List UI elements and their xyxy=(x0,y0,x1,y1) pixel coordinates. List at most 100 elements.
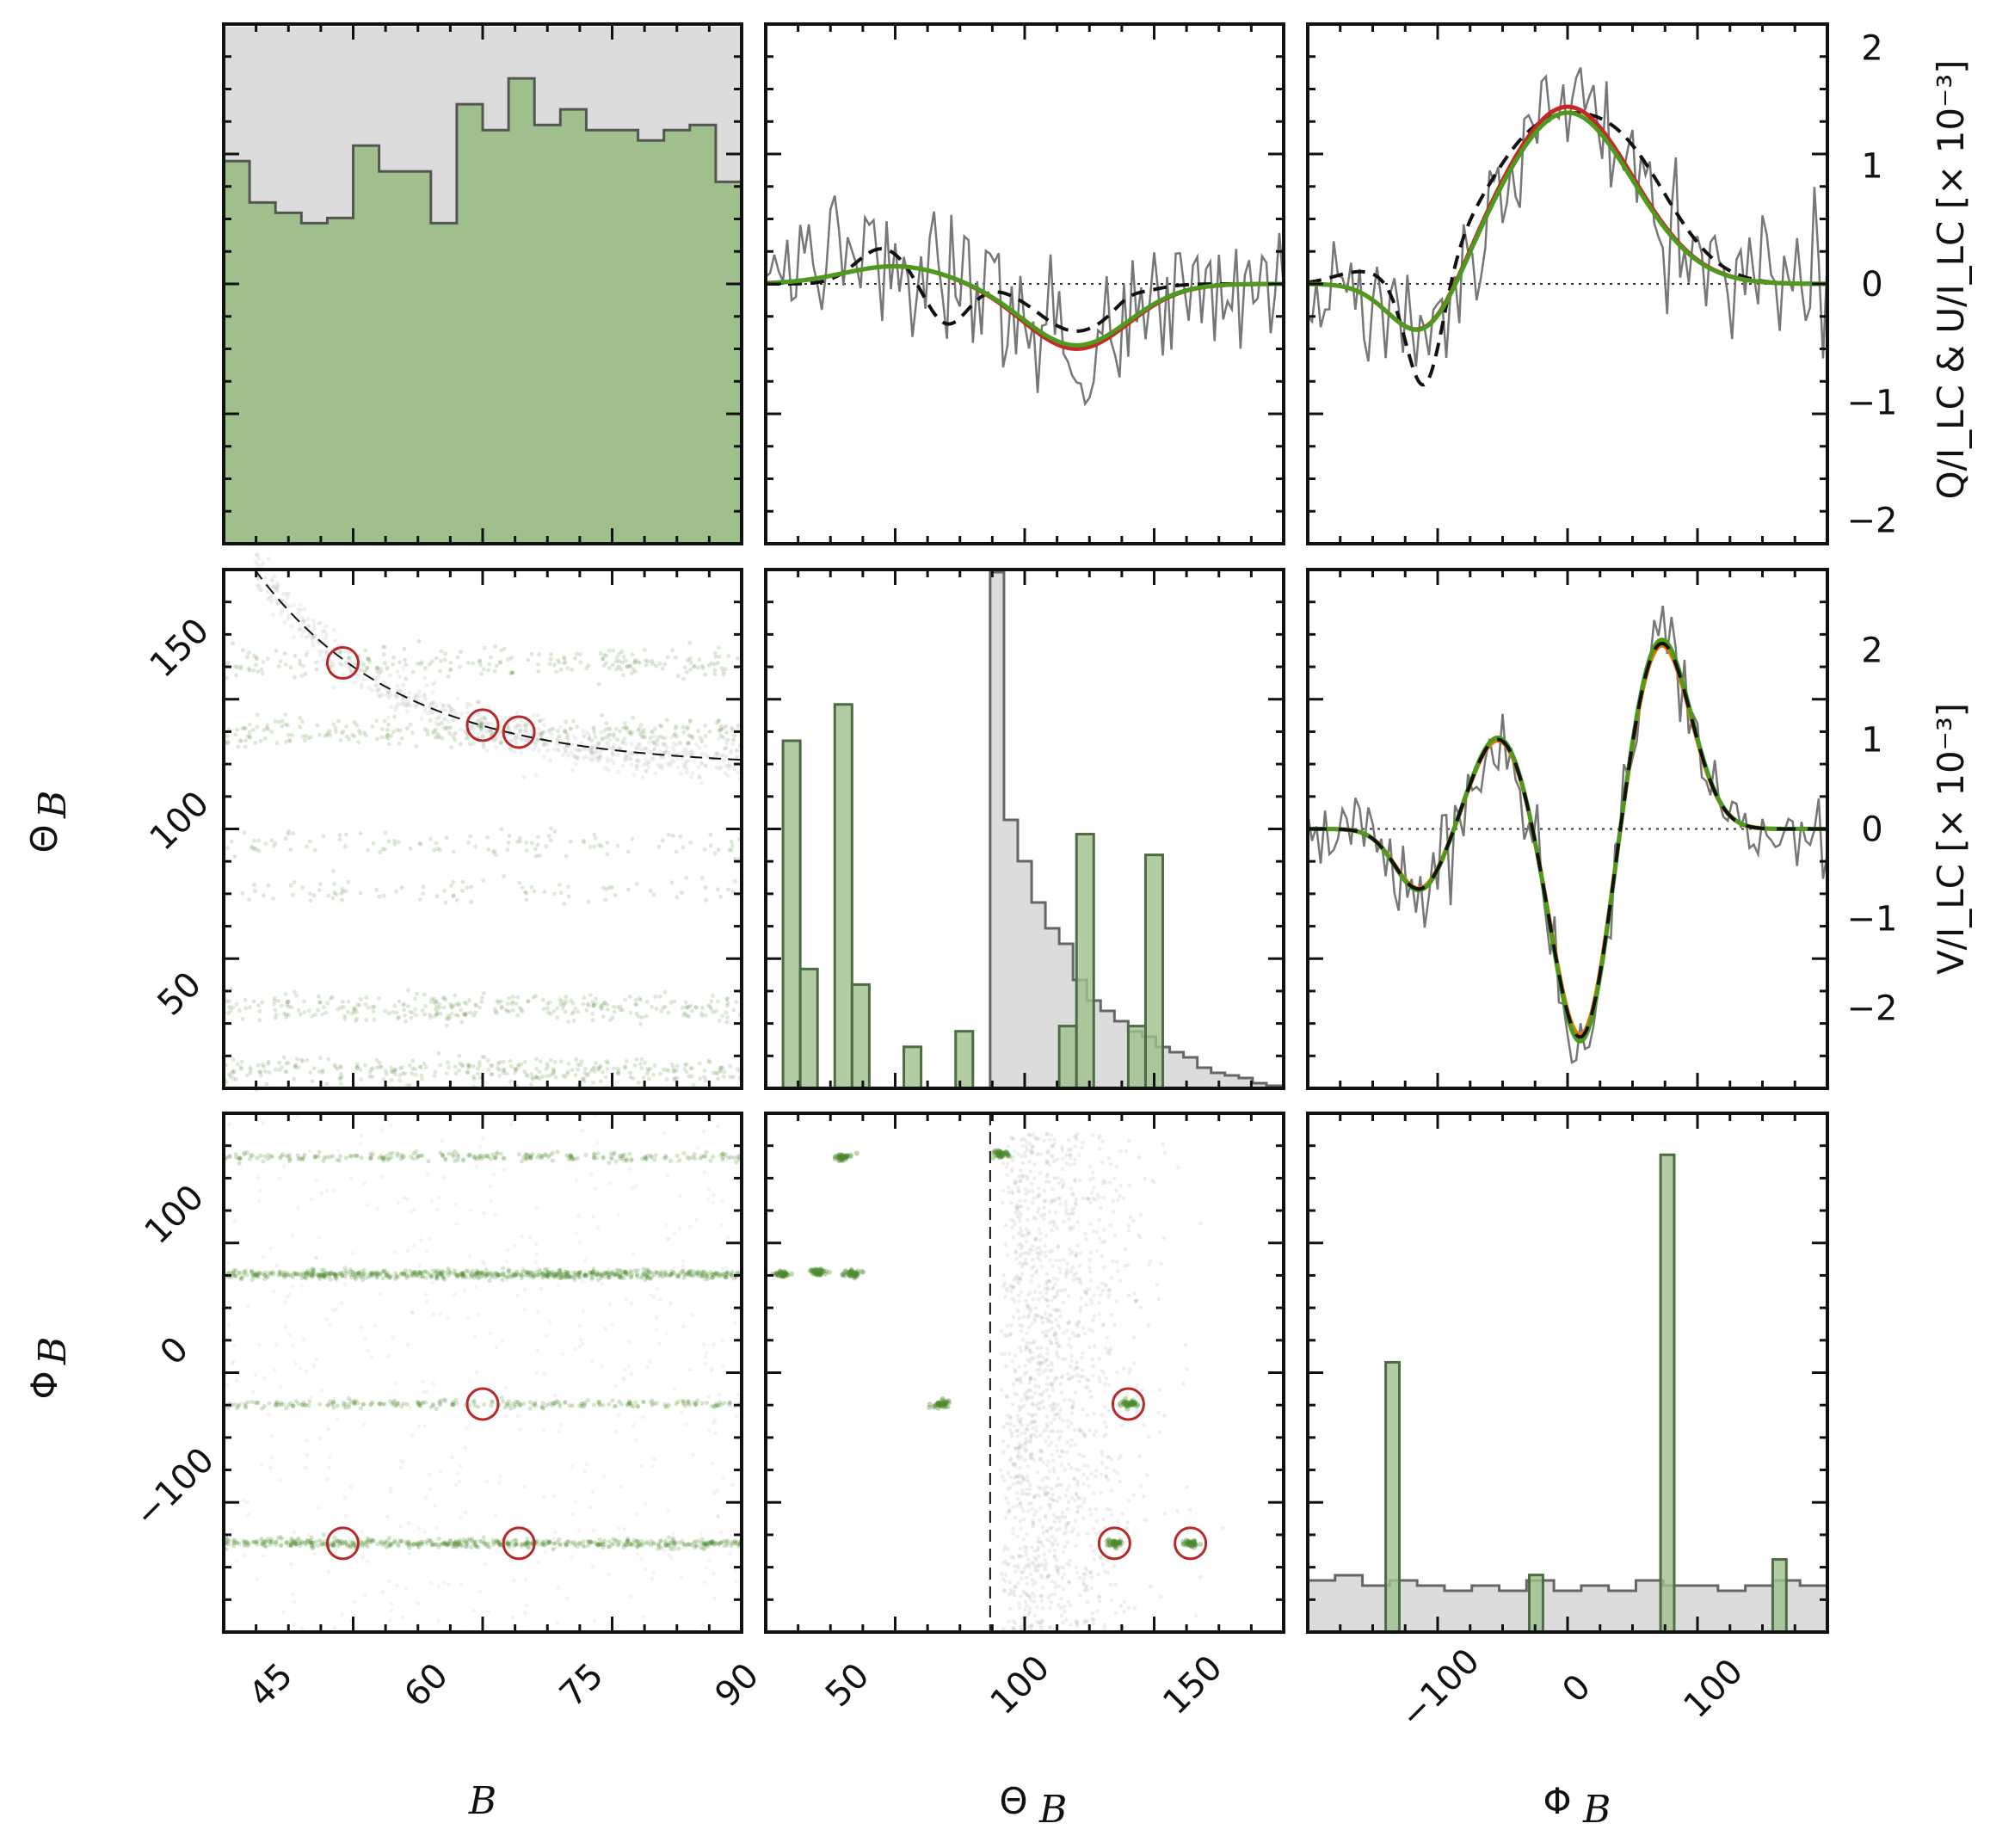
scatter-point-gray xyxy=(283,1325,287,1329)
scatter-point-green xyxy=(482,645,487,650)
scatter-point-green xyxy=(330,1543,336,1548)
scatter-point-green xyxy=(449,1011,454,1016)
scatter-point-green xyxy=(595,1272,600,1277)
scatter-point-green xyxy=(413,1066,418,1071)
scatter-point-gray xyxy=(635,759,640,764)
scatter-point-gray xyxy=(595,756,601,761)
scatter-point-gray xyxy=(613,1430,619,1434)
scatter-point-gray xyxy=(393,707,398,712)
scatter-point-green xyxy=(729,847,734,853)
scatter-point-gray xyxy=(259,564,264,569)
scatter-point-gray xyxy=(305,650,311,655)
scatter-point-green xyxy=(565,1069,570,1075)
scatter-point-green xyxy=(605,1002,610,1007)
scatter-point-green xyxy=(348,1544,353,1549)
scatter-point-gray xyxy=(1014,1392,1020,1397)
scatter-point-green xyxy=(416,1401,422,1406)
scatter-point-gray xyxy=(1034,1509,1038,1514)
scatter-point-green xyxy=(477,1005,483,1010)
scatter-point-gray xyxy=(627,755,632,761)
scatter-point-green xyxy=(592,730,597,735)
scatter-point-gray xyxy=(588,748,594,753)
scatter-point-gray xyxy=(1055,1449,1060,1453)
scatter-point-green xyxy=(367,1271,373,1276)
scatter-point-green xyxy=(716,660,721,665)
scatter-point-gray xyxy=(1073,1498,1077,1503)
scatter-point-gray xyxy=(592,1618,597,1623)
scatter-point-green xyxy=(674,849,679,854)
scatter-point-green xyxy=(410,669,416,675)
scatter-point-gray xyxy=(1030,1506,1035,1511)
scatter-point-gray xyxy=(551,1494,557,1499)
scatter-point-gray xyxy=(226,1323,231,1327)
scatter-point-gray xyxy=(416,1526,422,1531)
scatter-point-gray xyxy=(268,594,274,599)
scatter-point-green xyxy=(501,1155,507,1161)
scatter-point-gray xyxy=(323,624,329,629)
scatter-point-gray xyxy=(305,1452,310,1457)
scatter-point-gray xyxy=(1044,1414,1050,1419)
scatter-point-gray xyxy=(1094,1518,1100,1524)
scatter-point-gray xyxy=(441,703,446,708)
scatter-point-green xyxy=(391,655,397,660)
scatter-point-gray xyxy=(359,685,364,690)
scatter-point-green xyxy=(330,1400,336,1405)
scatter-point-gray xyxy=(498,1474,502,1478)
scatter-point-green xyxy=(624,1058,629,1063)
scatter-point-green xyxy=(600,712,605,718)
scatter-point-green xyxy=(247,734,252,739)
scatter-point-green xyxy=(530,1075,535,1081)
scatter-point-green xyxy=(404,676,409,681)
scatter-point-gray xyxy=(678,771,683,776)
scatter-point-green xyxy=(293,1063,299,1068)
scatter-point-green xyxy=(541,1007,546,1012)
scatter-point-green xyxy=(463,729,468,734)
scatter-point-gray xyxy=(272,1290,276,1294)
scatter-point-green xyxy=(354,1016,360,1021)
scatter-point-gray xyxy=(459,727,464,732)
scatter-point-gray xyxy=(1096,1285,1100,1290)
scatter-point-green xyxy=(553,1075,558,1080)
scatter-point-gray xyxy=(379,1127,385,1132)
scatter-point-gray xyxy=(508,1122,514,1126)
scatter-point-green xyxy=(370,1005,375,1010)
scatter-point-green xyxy=(454,897,459,902)
scatter-point-green xyxy=(364,995,369,1001)
scatter-point-gray xyxy=(588,751,594,756)
scatter-point-green xyxy=(600,1069,605,1075)
scatter-point-green xyxy=(574,1057,579,1063)
scatter-point-green xyxy=(405,1004,410,1009)
scatter-point-gray xyxy=(1077,1468,1081,1473)
scatter-point-gray xyxy=(1114,1164,1118,1169)
scatter-point-green xyxy=(514,1067,519,1072)
scatter-point-gray xyxy=(422,705,428,710)
scatter-point-green xyxy=(481,1154,486,1159)
scatter-point-gray xyxy=(1063,1398,1067,1402)
scatter-point-green xyxy=(684,1013,689,1018)
scatter-point-gray xyxy=(545,748,551,753)
scatter-point-green xyxy=(317,1000,323,1005)
scatter-point-green xyxy=(446,674,451,679)
scatter-point-green xyxy=(238,1275,243,1280)
scatter-point-green xyxy=(409,1015,414,1020)
scatter-point-green xyxy=(283,836,288,841)
scatter-point-green xyxy=(298,724,303,730)
scatter-point-gray xyxy=(1068,1252,1073,1256)
scatter-point-gray xyxy=(582,747,587,752)
scatter-point-gray xyxy=(521,737,527,742)
scatter-point-gray xyxy=(421,1379,425,1383)
scatter-point-green xyxy=(250,1153,255,1158)
scatter-point-green xyxy=(243,997,248,1002)
scatter-point-gray xyxy=(650,730,656,735)
scatter-point-gray xyxy=(680,1574,684,1580)
scatter-point-gray xyxy=(1092,1344,1097,1349)
scatter-point-green xyxy=(539,730,545,736)
scatter-point-green xyxy=(286,1155,292,1161)
scatter-point-green xyxy=(243,738,248,743)
scatter-point-gray xyxy=(577,1240,582,1244)
scatter-point-gray xyxy=(1060,1575,1065,1580)
scatter-point-green xyxy=(257,1069,262,1075)
scatter-point-gray xyxy=(723,746,728,751)
scatter-point-gray xyxy=(525,1604,529,1608)
scatter-point-gray xyxy=(299,1403,305,1408)
